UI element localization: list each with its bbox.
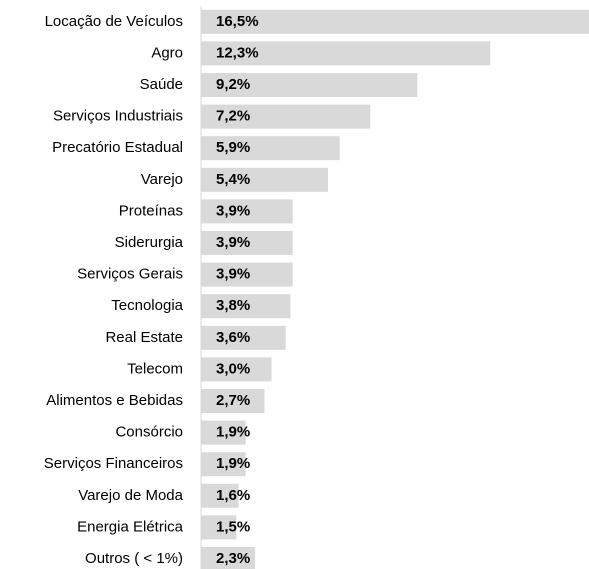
bar (201, 357, 272, 382)
value-label: 3,6% (216, 329, 250, 346)
value-label: 5,9% (216, 139, 250, 156)
category-label: Saúde (140, 76, 183, 93)
bar (201, 167, 328, 192)
bar (201, 515, 237, 540)
category-label: Varejo de Moda (78, 487, 183, 504)
bar (201, 547, 256, 569)
bar (201, 104, 371, 129)
category-label: Telecom (127, 360, 183, 377)
category-label: Locação de Veículos (45, 13, 183, 30)
bar (201, 136, 340, 161)
value-label: 12,3% (216, 44, 259, 61)
bar (201, 73, 418, 97)
value-label: 9,2% (216, 76, 250, 93)
bar (201, 483, 239, 508)
category-label: Proteínas (119, 202, 183, 219)
bar (201, 325, 286, 350)
value-label: 7,2% (216, 108, 250, 125)
bar (201, 199, 293, 224)
category-label: Consórcio (115, 424, 183, 441)
category-label: Outros ( < 1%) (85, 550, 183, 567)
category-label: Varejo (141, 171, 183, 188)
value-label: 3,8% (216, 297, 250, 314)
value-label: 5,4% (216, 171, 250, 188)
value-label: 2,3% (216, 550, 250, 567)
bar (201, 262, 293, 287)
category-label: Agro (151, 44, 183, 61)
value-label: 3,9% (216, 234, 250, 251)
category-label: Energia Elétrica (77, 518, 184, 535)
value-label: 3,9% (216, 202, 250, 219)
value-label: 2,7% (216, 392, 250, 409)
value-label: 1,9% (216, 455, 250, 472)
value-label: 1,6% (216, 487, 250, 504)
category-label: Serviços Financeiros (44, 455, 183, 472)
value-label: 1,5% (216, 518, 250, 535)
bar (201, 389, 265, 413)
bar (201, 294, 291, 319)
bar (201, 231, 293, 255)
category-label: Real Estate (105, 329, 183, 346)
bar (201, 41, 491, 66)
category-label: Alimentos e Bebidas (46, 392, 183, 409)
value-label: 16,5% (216, 13, 259, 30)
bar (201, 420, 246, 445)
bar (201, 452, 246, 477)
value-label: 3,0% (216, 360, 250, 377)
category-label: Siderurgia (115, 234, 184, 251)
value-label: 3,9% (216, 266, 250, 283)
value-label: 1,9% (216, 424, 250, 441)
category-label: Serviços Gerais (77, 266, 183, 283)
category-label: Precatório Estadual (52, 139, 183, 156)
bar (201, 9, 589, 34)
category-label: Tecnologia (111, 297, 183, 314)
category-label: Serviços Industriais (53, 108, 183, 125)
